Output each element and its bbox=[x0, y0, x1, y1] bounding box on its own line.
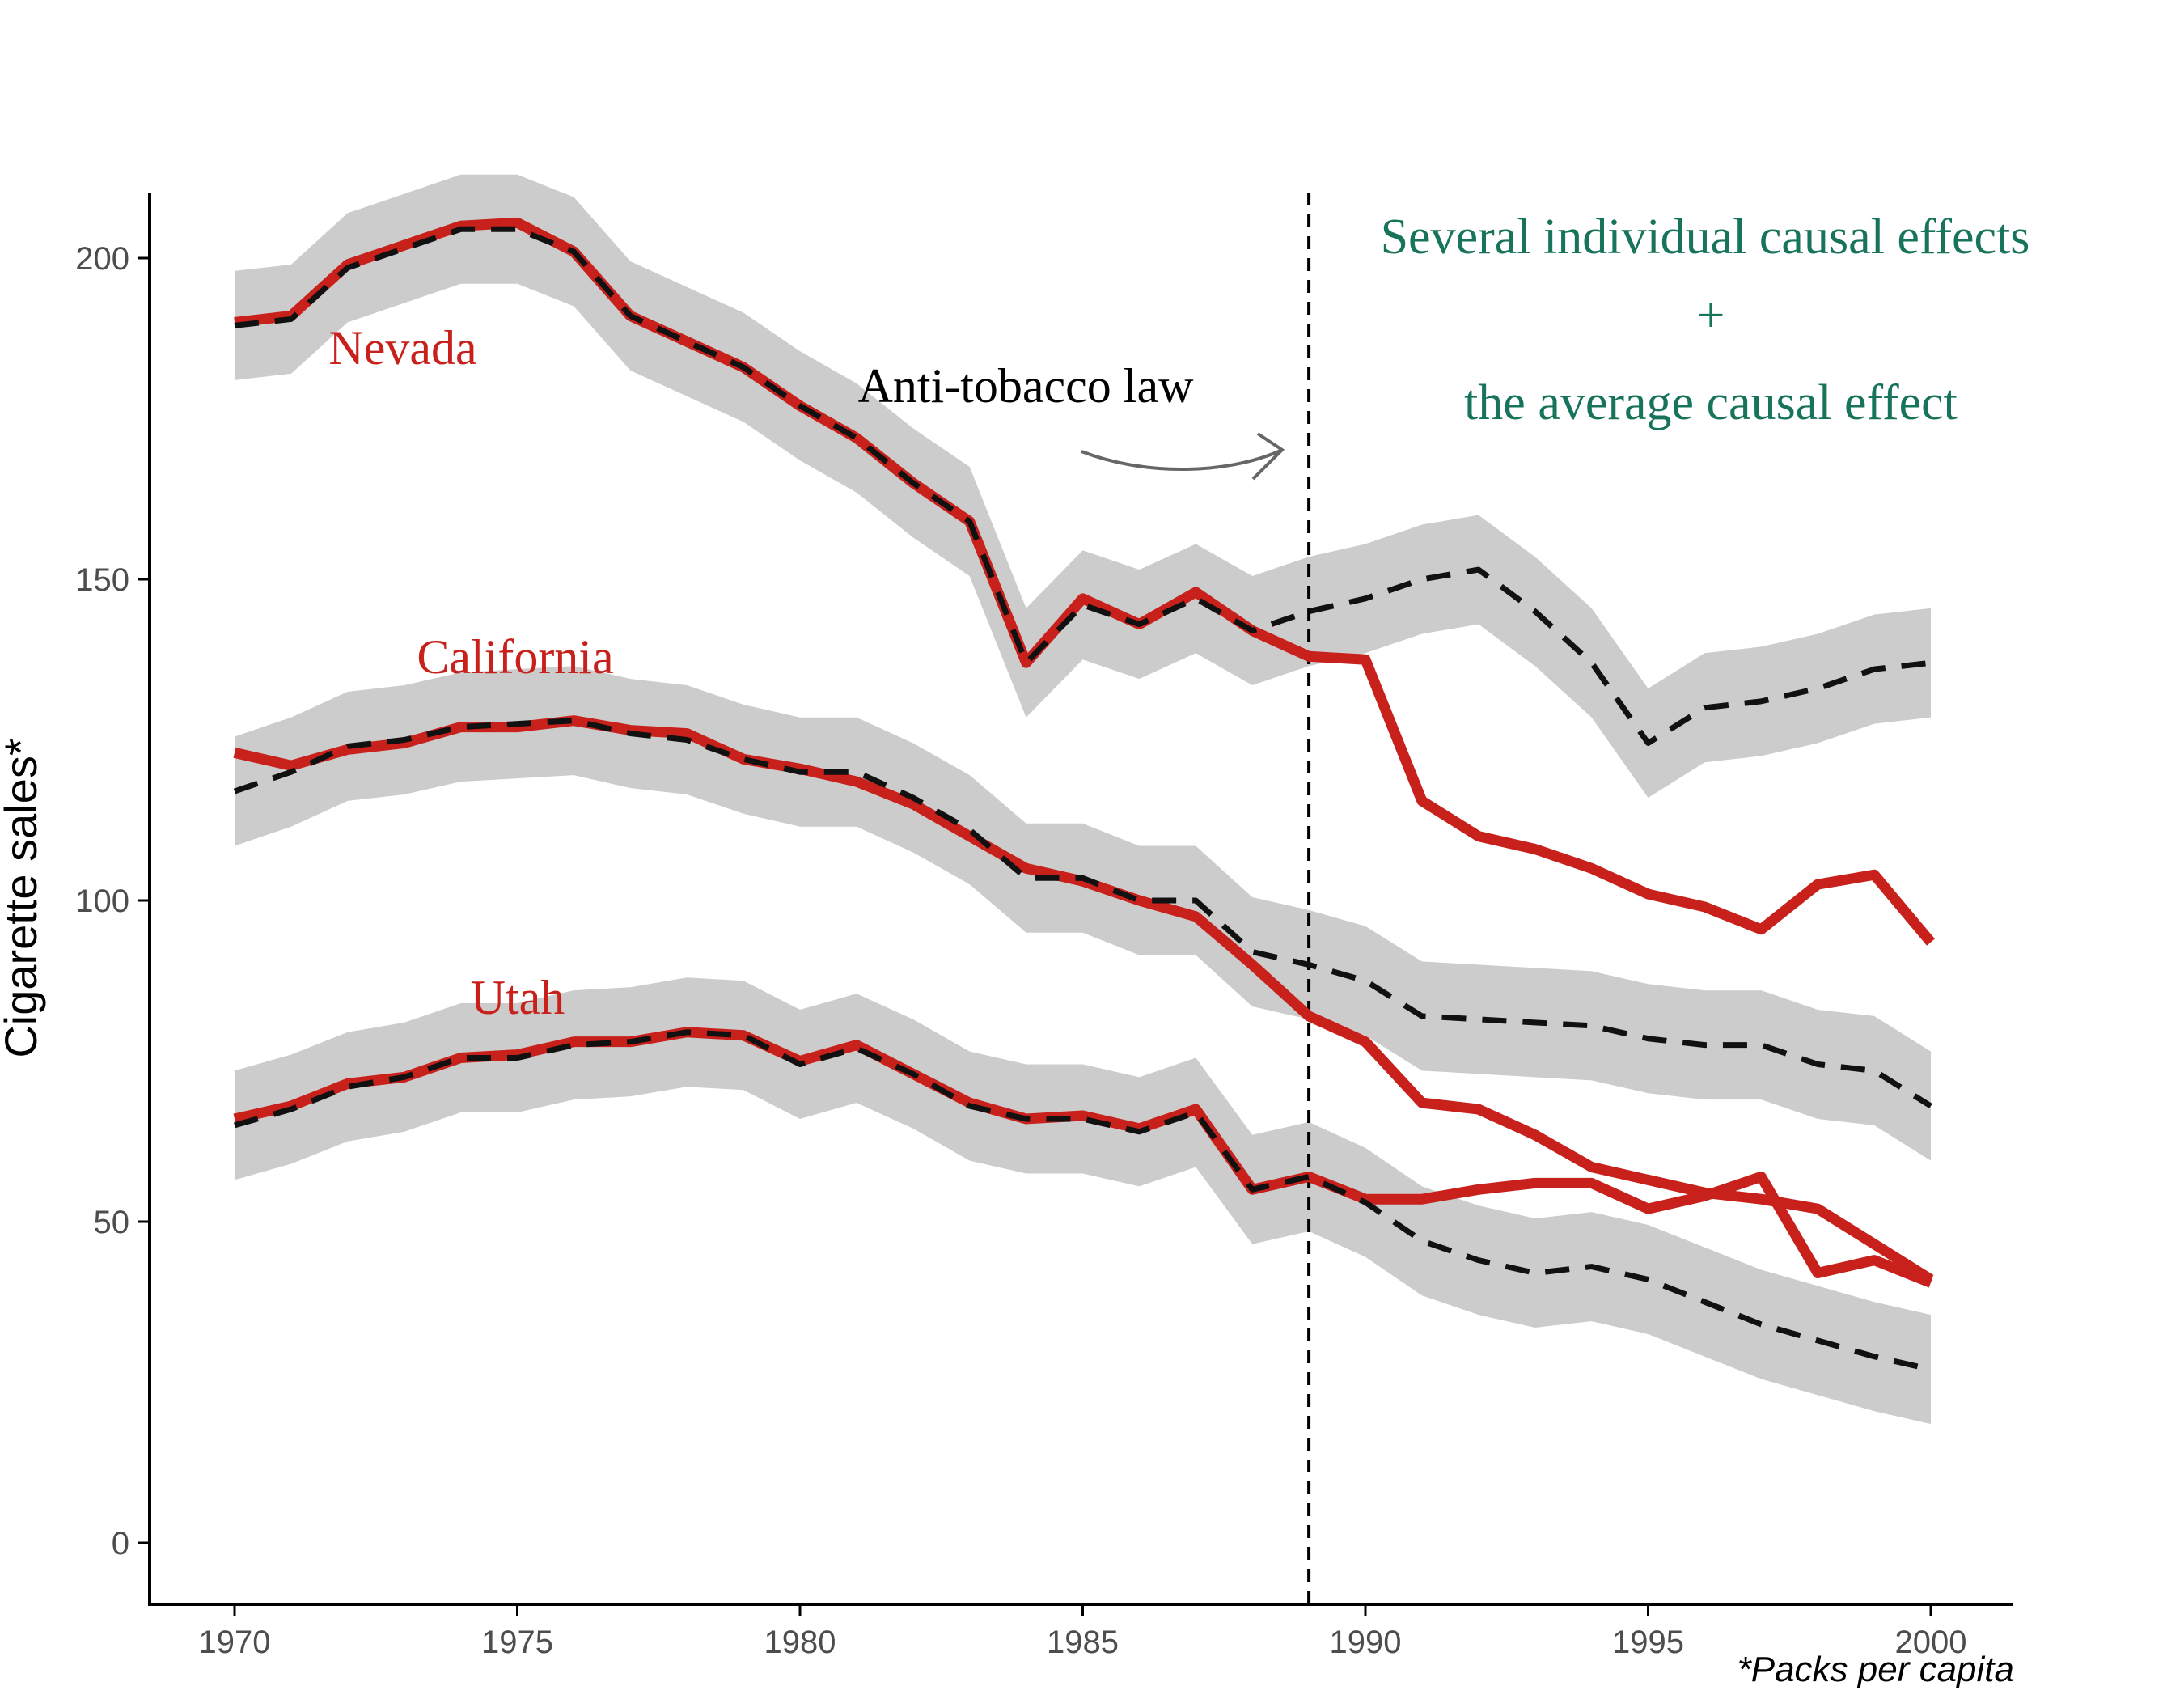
x-ticks: 1970 1975 1980 1985 1990 1995 2000 bbox=[199, 1604, 1967, 1660]
series-label-california: California bbox=[417, 630, 613, 684]
x-tick-label: 2000 bbox=[1895, 1625, 1967, 1660]
observed-line-utah bbox=[233, 1027, 1933, 1288]
synthetic-lines bbox=[233, 226, 1932, 1373]
annotation-arrowhead bbox=[1251, 432, 1285, 481]
x-tick-label: 1975 bbox=[481, 1625, 553, 1660]
annotation-effects-line2: the average causal effect bbox=[1464, 375, 1958, 430]
x-tick-label: 1980 bbox=[764, 1625, 836, 1660]
synthetic-line-utah bbox=[234, 1029, 1932, 1373]
observed-lines bbox=[233, 217, 1935, 1288]
annotation-arrow bbox=[1081, 449, 1281, 472]
caption: *Packs per capita bbox=[1737, 1650, 2014, 1689]
x-tick-label: 1970 bbox=[199, 1625, 271, 1660]
x-tick-label: 1995 bbox=[1612, 1625, 1684, 1660]
annotation-effects-line1: Several individual causal effects bbox=[1381, 210, 2030, 265]
y-ticks: 0 50 100 150 200 bbox=[75, 241, 150, 1561]
series-label-nevada: Nevada bbox=[328, 321, 476, 375]
y-tick-label: 0 bbox=[112, 1526, 129, 1561]
y-axis-title: Cigarette sales* bbox=[0, 738, 46, 1057]
y-tick-label: 200 bbox=[75, 241, 129, 277]
annotation-effects-plus: + bbox=[1697, 288, 1725, 343]
observed-line-nevada bbox=[234, 217, 1935, 946]
synthetic-line-california bbox=[233, 718, 1932, 1109]
band-california bbox=[235, 666, 1931, 1161]
y-tick-label: 150 bbox=[75, 562, 129, 598]
synthetic-line-nevada bbox=[234, 226, 1932, 746]
band-utah bbox=[235, 977, 1931, 1425]
x-tick-label: 1985 bbox=[1047, 1625, 1119, 1660]
series-label-utah: Utah bbox=[471, 971, 565, 1024]
axes bbox=[148, 193, 2013, 1606]
observed-line-california bbox=[233, 715, 1934, 1284]
annotation-law: Anti-tobacco law bbox=[858, 359, 1195, 413]
y-tick-label: 100 bbox=[75, 883, 129, 919]
x-tick-label: 1990 bbox=[1330, 1625, 1402, 1660]
y-tick-label: 50 bbox=[94, 1205, 130, 1240]
